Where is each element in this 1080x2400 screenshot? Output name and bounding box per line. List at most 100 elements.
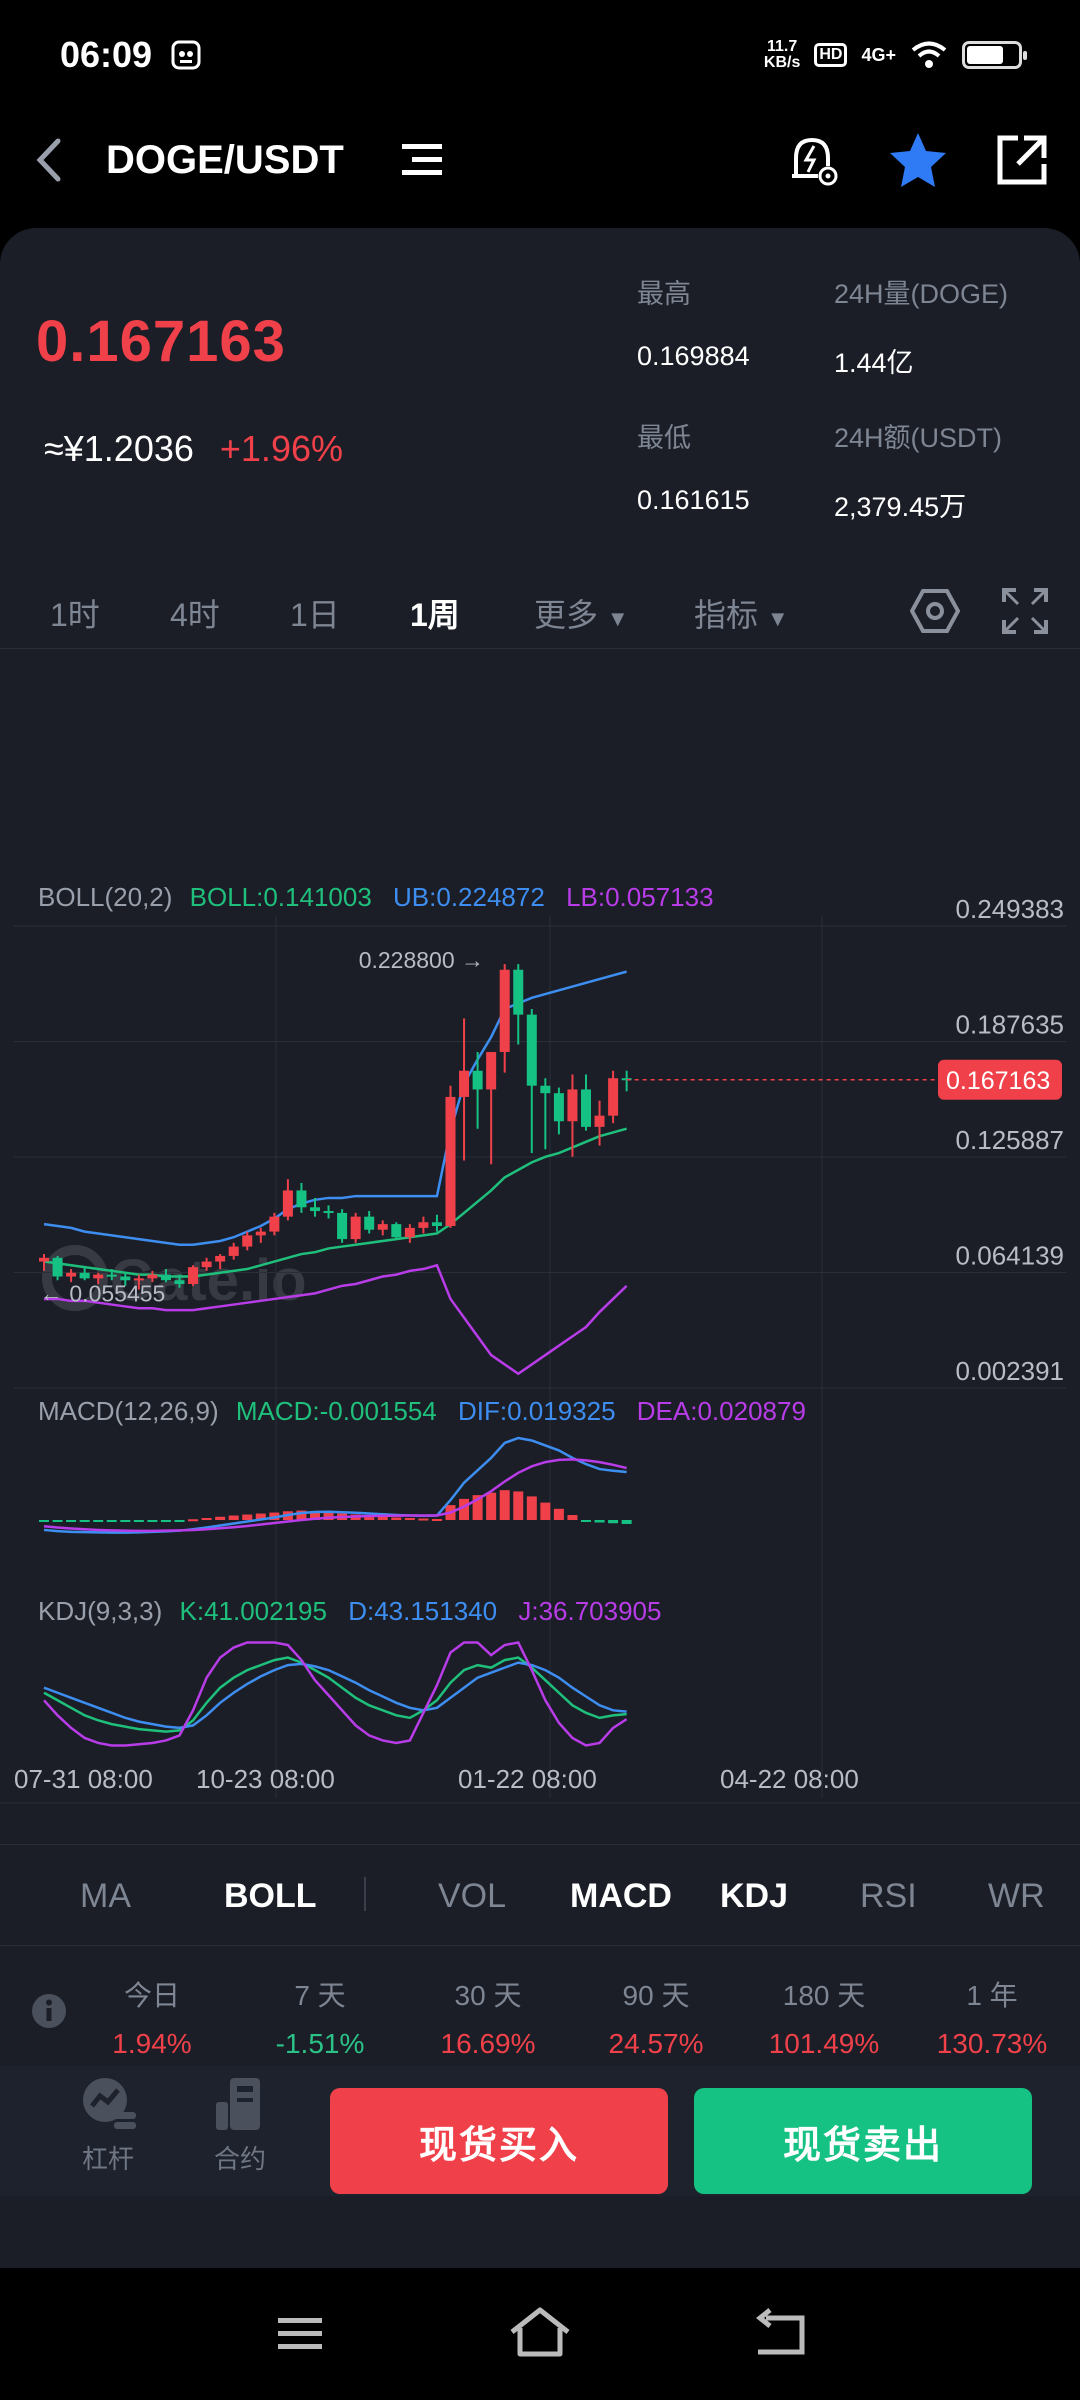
indicator-dropdown[interactable]: 指标 ▼ xyxy=(694,597,789,633)
y-tick-label: 0.125887 xyxy=(956,1125,1064,1155)
candle xyxy=(79,1272,90,1279)
perf-item: 180 天 101.49% xyxy=(749,1974,899,2060)
home-icon[interactable] xyxy=(508,2306,572,2358)
perf-label: 180 天 xyxy=(782,1980,866,2011)
perf-value: 16.69% xyxy=(440,2028,536,2059)
tab-vol[interactable]: VOL xyxy=(438,1877,507,1915)
perf-value: 1.94% xyxy=(112,2028,192,2059)
price-cny-row: ≈¥1.2036 +1.96% xyxy=(44,428,343,470)
price-alert-icon[interactable] xyxy=(786,132,842,188)
y-tick-label: 0.187635 xyxy=(956,1010,1064,1040)
tab-rsi[interactable]: RSI xyxy=(860,1877,917,1915)
kline-svg[interactable]: Gate.io BOLL(20,2) BOLL:0.141003 UB:0.22… xyxy=(0,638,1080,1838)
macd-bar xyxy=(255,1513,266,1520)
perf-item: 7 天 -1.51% xyxy=(245,1974,395,2060)
macd-bar xyxy=(459,1498,470,1520)
spot-buy-button[interactable]: 现货买入 xyxy=(330,2088,668,2194)
stat-volume: 24H量(DOGE) 1.44亿 xyxy=(834,279,1009,378)
fullscreen-icon[interactable] xyxy=(1002,588,1048,634)
pair-title[interactable]: DOGE/USDT xyxy=(106,137,344,182)
macd-bar xyxy=(553,1508,564,1520)
signal-label: 4G+ xyxy=(861,44,896,65)
max-price-label: 0.228800 → xyxy=(359,947,484,973)
tab-1h[interactable]: 1时 xyxy=(50,597,100,633)
macd-dif-line xyxy=(43,1436,627,1534)
macd-bar xyxy=(391,1517,402,1520)
top-nav: DOGE/USDT xyxy=(0,110,1080,210)
macd-bar xyxy=(513,1491,524,1520)
macd-bar xyxy=(120,1520,131,1522)
perf-label: 30 天 xyxy=(454,1980,522,2011)
candle xyxy=(459,1070,470,1097)
candle xyxy=(228,1246,239,1256)
candle xyxy=(106,1274,117,1277)
perf-item: 90 天 24.57% xyxy=(581,1974,731,2060)
tab-boll[interactable]: BOLL xyxy=(224,1877,317,1915)
status-bar: 06:09 11.7 KB/s HD 4G+ xyxy=(0,0,1080,110)
candle xyxy=(377,1224,388,1230)
perf-item: 30 天 16.69% xyxy=(413,1974,563,2060)
macd-bar xyxy=(418,1518,429,1521)
candle xyxy=(242,1235,253,1247)
back-icon[interactable] xyxy=(752,2308,808,2358)
stat-amount: 24H额(USDT) 2,379.45万 xyxy=(834,423,1003,522)
contract-button[interactable]: 合约 xyxy=(190,2076,290,2176)
leverage-icon xyxy=(83,2078,136,2129)
last-price: 0.167163 xyxy=(36,309,286,374)
leverage-button[interactable]: 杠杆 xyxy=(58,2076,158,2176)
macd-bar xyxy=(526,1496,537,1520)
macd-bar xyxy=(106,1520,117,1522)
perf-value: 24.57% xyxy=(608,2028,704,2059)
info-icon[interactable] xyxy=(30,1992,68,2030)
candle xyxy=(188,1267,199,1284)
tab-1d[interactable]: 1日 xyxy=(290,597,340,633)
candle xyxy=(350,1216,361,1240)
tab-ma[interactable]: MA xyxy=(80,1877,131,1915)
tab-wr[interactable]: WR xyxy=(988,1877,1045,1915)
candle xyxy=(404,1227,415,1238)
macd-bar xyxy=(242,1514,253,1520)
tab-1w[interactable]: 1周 xyxy=(410,597,460,633)
tab-4h[interactable]: 4时 xyxy=(170,597,220,633)
macd-bar xyxy=(472,1495,483,1520)
macd-bar xyxy=(52,1520,63,1522)
y-tick-label: 0.249383 xyxy=(956,894,1064,924)
kline-chart[interactable]: Gate.io BOLL(20,2) BOLL:0.141003 UB:0.22… xyxy=(0,638,1080,2038)
timeframe-bar: 1时 4时 1日 1周 更多 ▼ 指标 ▼ xyxy=(0,568,1080,649)
gate-io-watermark: Gate.io xyxy=(42,1245,307,1313)
watermark-text: Gate.io xyxy=(110,1248,307,1313)
candle xyxy=(364,1216,375,1230)
star-icon[interactable] xyxy=(888,131,948,189)
boll-mid-line xyxy=(43,1127,627,1278)
candle xyxy=(52,1257,63,1277)
menu-lines-icon[interactable] xyxy=(400,140,444,180)
x-tick-label: 10-23 08:00 xyxy=(196,1764,335,1794)
macd-bar xyxy=(431,1519,442,1522)
macd-bar xyxy=(499,1490,510,1520)
last-price-tag-text: 0.167163 xyxy=(946,1067,1050,1095)
share-icon[interactable] xyxy=(994,132,1050,188)
cny-price: ≈¥1.2036 xyxy=(44,428,194,469)
candle xyxy=(310,1207,320,1212)
candle xyxy=(337,1212,348,1240)
candle xyxy=(93,1274,104,1279)
candle xyxy=(594,1115,605,1127)
macd-bar xyxy=(79,1520,90,1522)
tab-macd[interactable]: MACD xyxy=(570,1877,672,1915)
macd-bar xyxy=(39,1520,49,1522)
recent-apps-icon[interactable] xyxy=(276,2314,324,2354)
macd-bar xyxy=(147,1520,158,1522)
chart-settings-icon[interactable] xyxy=(910,588,960,634)
candle xyxy=(120,1276,131,1281)
tab-kdj[interactable]: KDJ xyxy=(720,1877,789,1915)
more-dropdown[interactable]: 更多 ▼ xyxy=(534,597,629,633)
candle xyxy=(160,1274,171,1281)
candle xyxy=(567,1089,578,1122)
candle xyxy=(255,1231,266,1236)
back-arrow-icon[interactable] xyxy=(30,135,70,185)
trade-bar: 杠杆 合约 现货买入 现货卖出 xyxy=(0,2066,1080,2196)
performance-row: 今日 1.94% 7 天 -1.51% 30 天 16.69% 90 天 24.57% 180 … xyxy=(0,1946,1080,2077)
spot-sell-button[interactable]: 现货卖出 xyxy=(694,2088,1032,2194)
perf-label: 今日 xyxy=(123,1980,180,2011)
x-tick-label: 01-22 08:00 xyxy=(458,1764,597,1794)
